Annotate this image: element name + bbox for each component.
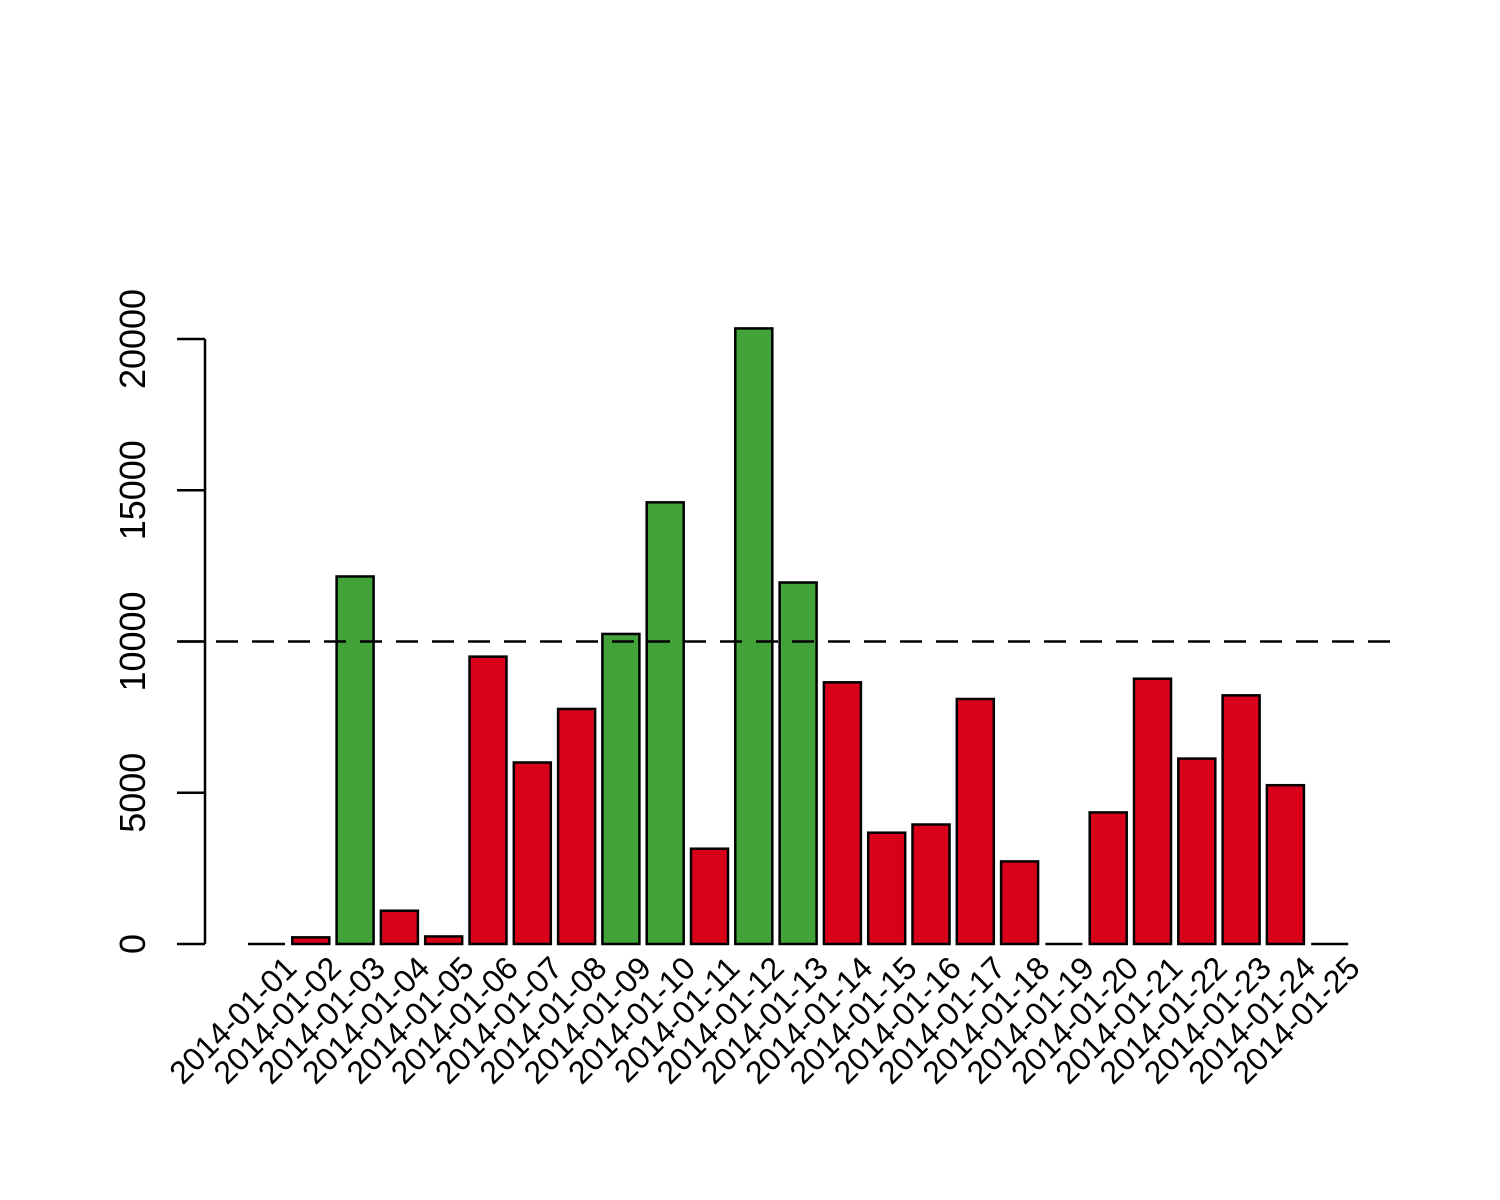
bar-7 [512, 761, 553, 946]
y-tick-label-10000: 10000 [112, 591, 153, 691]
y-tick-label-20000: 20000 [112, 289, 153, 389]
bar-8 [556, 707, 597, 946]
y-axis: 0 5000 10000 15000 20000 [112, 289, 207, 954]
bar-14 [822, 681, 863, 946]
bar-20 [1088, 811, 1128, 946]
bar-16 [911, 823, 951, 946]
bar-3 [335, 575, 375, 946]
bar-23 [1221, 694, 1261, 946]
bar-17 [955, 697, 996, 946]
y-tick-label-5000: 5000 [112, 753, 153, 833]
bar-9 [601, 632, 641, 946]
y-tick-label-15000: 15000 [112, 440, 153, 540]
bar-18 [999, 860, 1040, 946]
bar-22 [1177, 757, 1217, 946]
bar-24 [1265, 783, 1306, 946]
x-axis-labels: 2014-01-012014-01-022014-01-032014-01-04… [162, 949, 1366, 1090]
bar-21 [1132, 677, 1173, 946]
bar-5 [423, 935, 464, 946]
bar-10 [645, 501, 685, 946]
bar-13 [778, 581, 818, 946]
bar-11 [689, 847, 730, 946]
bar-15 [866, 831, 907, 946]
bar-2 [291, 936, 331, 946]
bar-6 [468, 655, 508, 946]
bars-group [248, 327, 1349, 946]
y-tick-label-0: 0 [112, 934, 153, 954]
bar-4 [379, 909, 420, 946]
bar-12 [734, 327, 774, 946]
